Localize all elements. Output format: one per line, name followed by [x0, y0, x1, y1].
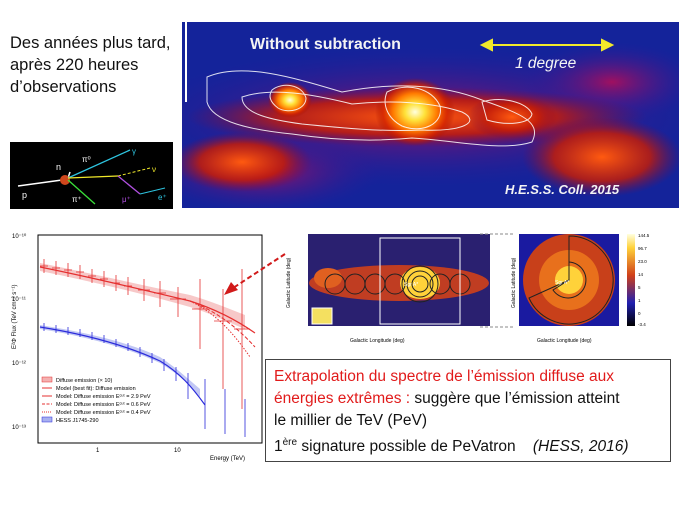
legend-entry: Diffuse emission (× 10): [56, 378, 112, 384]
colorbar-tick: 144.5: [638, 233, 650, 238]
callout-red-text-1: Extrapolation du spectre de l’émission d…: [274, 368, 615, 385]
y-axis-label: E²Φ Flux (TeV cm⁻² s⁻¹): [12, 285, 18, 349]
sgr-a-label: Sgr A*: [555, 280, 569, 286]
pion-decay-diagram: n p π⁰ γ π⁺ ν μ⁺ e⁺: [10, 142, 173, 209]
intro-line-2: après 220 heures: [10, 56, 139, 74]
intro-line-3: d’observations: [10, 78, 117, 96]
label-n: n: [56, 162, 61, 172]
map3-x-label: Galactic Longitude (deg): [537, 338, 592, 344]
heatmap-title: Without subtraction: [250, 36, 401, 53]
heatmap-scale-label: 1 degree: [515, 55, 577, 72]
spectrum-graphic: 10⁻¹⁰ 10⁻¹¹ 10⁻¹² 10⁻¹³ E²Φ Flux (TeV cm…: [12, 233, 263, 462]
label-gamma: γ: [132, 147, 136, 156]
callout-line-4: 1ère signature possible de PeVatron (HES…: [274, 432, 662, 458]
label-pi0: π⁰: [82, 155, 91, 164]
callout-line-1: Extrapolation du spectre de l’émission d…: [274, 366, 662, 388]
zoom-map-graphic: Sgr A* 144.5 96.7 23.0 14 5 1 0 -3.4 Gal…: [511, 233, 650, 344]
heatmap-credit: H.E.S.S. Coll. 2015: [505, 182, 620, 197]
zoom-connector: [480, 233, 514, 328]
colorbar: [627, 234, 635, 326]
colorbar-tick: 96.7: [638, 246, 647, 251]
callout-reference: (HESS, 2016): [532, 438, 629, 456]
label-pi-plus: π⁺: [72, 195, 82, 204]
y-tick-label: 10⁻¹²: [12, 361, 26, 367]
label-e-plus: e⁺: [158, 193, 167, 202]
label-p: p: [22, 190, 27, 200]
callout-line-3: le millier de TeV (PeV): [274, 412, 428, 429]
colorbar-tick: 5: [638, 285, 641, 290]
diffuse-points: [40, 259, 250, 409]
colorbar-tick: 23.0: [638, 259, 647, 264]
hess-galactic-center-map: [182, 22, 679, 208]
hess-j1745-points: [43, 323, 246, 437]
colorbar-tick: 0: [638, 311, 641, 316]
intro-text: Des années plus tard, après 220 heures d…: [10, 32, 190, 98]
colorbar-tick: -3.4: [638, 322, 646, 327]
callout-sup: ère: [282, 437, 298, 448]
callout-text-2: suggère que l’émission atteint: [410, 390, 620, 407]
colorbar-tick: 14: [638, 272, 644, 277]
y-tick-label: 10⁻¹³: [12, 425, 26, 431]
x-tick-label: 10: [174, 448, 181, 454]
y-tick-label: 10⁻¹¹: [12, 297, 26, 303]
legend-entry: Model: Diffuse emission Eᶜᵘᵗ = 0.4 PeV: [56, 409, 151, 416]
sgr-a-label: Sgr A*: [404, 282, 418, 288]
sgr-a-zoom-map: Sgr A* 144.5 96.7 23.0 14 5 1 0 -3.4 Gal…: [507, 228, 659, 346]
pointer-arrow: [224, 253, 286, 295]
legend-entry: Model: Diffuse emission Eᶜᵘᵗ = 0.6 PeV: [56, 401, 151, 408]
heatmap-graphic: [182, 22, 679, 208]
label-mu-plus: μ⁺: [122, 195, 131, 204]
callout-text-4: signature possible de PeVatron: [297, 438, 516, 456]
legend-entry: HESS J1745-290: [56, 418, 99, 424]
intro-line-1: Des années plus tard,: [10, 34, 171, 52]
spectrum-plot: 10⁻¹⁰ 10⁻¹¹ 10⁻¹² 10⁻¹³ E²Φ Flux (TeV cm…: [10, 229, 268, 465]
pion-decay-graphic: n p π⁰ γ π⁺ ν μ⁺ e⁺: [17, 147, 167, 205]
spectrum-legend: Diffuse emission (× 10) Model (best fit)…: [41, 376, 151, 424]
callout-line-2: énergies extrêmes : suggère que l’émissi…: [274, 388, 662, 410]
galactic-center-region-map: Sgr A* Galactic Longitude (deg) Galactic…: [280, 228, 502, 346]
map3-y-label: Galactic Latitude (deg): [511, 257, 517, 308]
conclusion-box: Extrapolation du spectre de l’émission d…: [265, 359, 671, 462]
legend-entry: Model (best fit): Diffuse emission: [56, 386, 136, 392]
map2-y-label: Galactic Latitude (deg): [286, 257, 292, 308]
region-map-graphic: Sgr A* Galactic Longitude (deg) Galactic…: [286, 228, 502, 344]
x-tick-label: 1: [96, 448, 100, 454]
legend-entry: Model: Diffuse emission Eᶜᵘᵗ = 2.9 PeV: [56, 393, 151, 400]
callout-red-text-2: énergies extrêmes :: [274, 390, 411, 407]
colorbar-tick: 1: [638, 298, 641, 303]
x-axis-label: Energy (TeV): [210, 456, 245, 462]
y-tick-label: 10⁻¹⁰: [12, 233, 27, 240]
callout-num: 1: [274, 438, 283, 456]
label-nu: ν: [152, 165, 156, 174]
map2-x-label: Galactic Longitude (deg): [350, 338, 405, 344]
